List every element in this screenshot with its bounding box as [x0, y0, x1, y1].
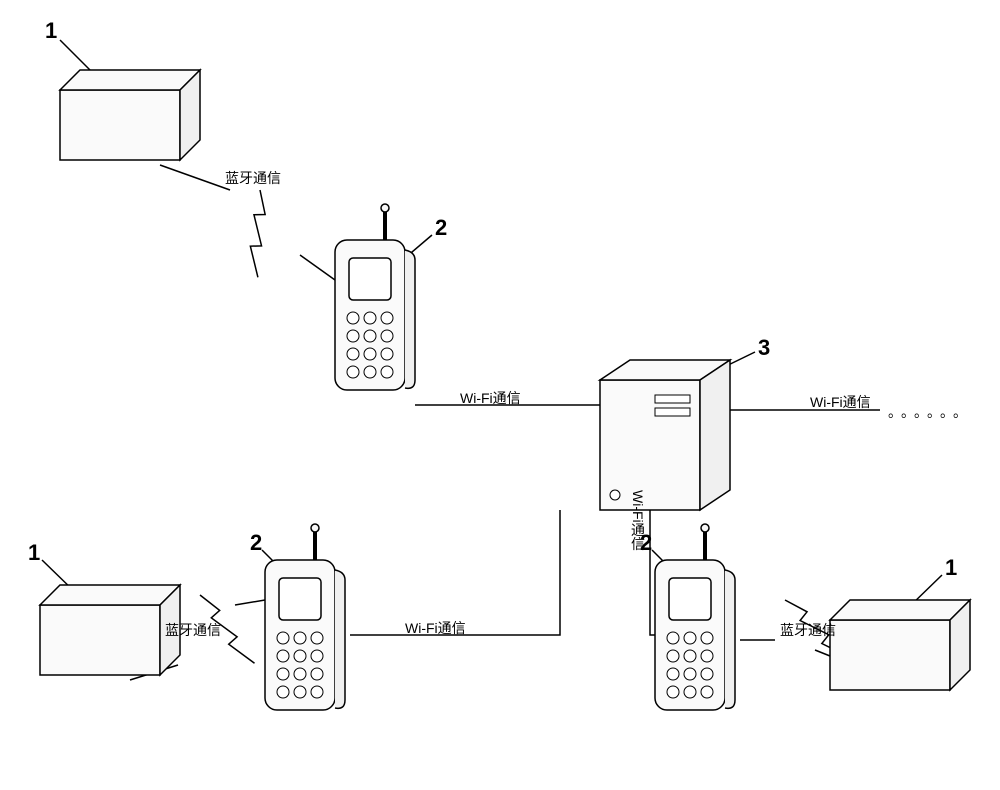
num-label-1-tl: 1	[45, 18, 57, 44]
diagram-canvas: 1 2 3 1 2 2 1 蓝牙通信 Wi-Fi通信 Wi-Fi通信 蓝牙通信 …	[0, 0, 1000, 785]
device-box-1-tl	[60, 70, 200, 160]
device-phone-2-br	[655, 524, 735, 710]
conn-label-bt-bl: 蓝牙通信	[165, 620, 221, 640]
device-phone-2-bl	[265, 524, 345, 710]
device-box-1-bl	[40, 585, 180, 675]
device-server-3	[600, 360, 730, 510]
device-phone-2-top	[335, 204, 415, 390]
num-label-2-bl: 2	[250, 530, 262, 556]
conn-label-wifi-bl: Wi-Fi通信	[405, 618, 466, 638]
num-label-1-br: 1	[945, 555, 957, 581]
num-label-1-bl: 1	[28, 540, 40, 566]
num-label-2-top: 2	[435, 215, 447, 241]
conn-label-bt-br: 蓝牙通信	[780, 620, 836, 640]
num-label-3: 3	[758, 335, 770, 361]
ellipsis-dots: 。。。。。。	[888, 402, 973, 422]
device-box-1-br	[830, 600, 970, 690]
conn-label-bt-tl: 蓝牙通信	[225, 168, 281, 188]
conn-label-wifi-br-vert: Wi-Fi通信	[628, 490, 648, 551]
conn-label-wifi-right: Wi-Fi通信	[810, 392, 871, 412]
conn-label-wifi-top: Wi-Fi通信	[460, 388, 521, 408]
